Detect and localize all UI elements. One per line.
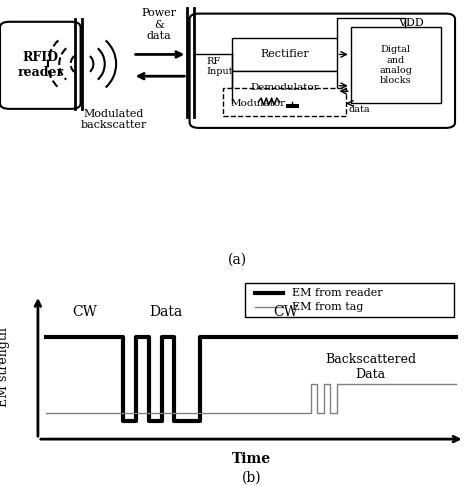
Text: Rectifier: Rectifier bbox=[260, 50, 309, 59]
Text: Backscattered
Data: Backscattered Data bbox=[325, 353, 416, 381]
Text: Time: Time bbox=[232, 451, 271, 466]
Text: (a): (a) bbox=[228, 253, 246, 267]
Text: RFID
reader: RFID reader bbox=[17, 52, 64, 79]
Text: EM from reader: EM from reader bbox=[292, 288, 383, 297]
Text: (b): (b) bbox=[241, 471, 261, 485]
FancyBboxPatch shape bbox=[232, 38, 337, 71]
Text: CW: CW bbox=[273, 305, 298, 319]
Text: RF
Input: RF Input bbox=[206, 57, 233, 76]
Text: VDD: VDD bbox=[399, 17, 424, 28]
FancyBboxPatch shape bbox=[232, 71, 337, 104]
Text: Digtal
and
analog
blocks: Digtal and analog blocks bbox=[379, 45, 412, 86]
Text: Modulated
backscatter: Modulated backscatter bbox=[81, 109, 147, 130]
Text: Data: Data bbox=[149, 305, 182, 319]
FancyBboxPatch shape bbox=[0, 22, 81, 109]
FancyBboxPatch shape bbox=[223, 88, 346, 116]
Text: data: data bbox=[348, 105, 370, 114]
Text: Demodulator: Demodulator bbox=[250, 83, 319, 91]
Bar bbox=[245, 283, 454, 317]
Text: EM strength: EM strength bbox=[0, 327, 10, 407]
Text: CW: CW bbox=[73, 305, 97, 319]
Text: Modulator: Modulator bbox=[231, 99, 286, 108]
Text: EM from tag: EM from tag bbox=[292, 302, 363, 312]
Text: Power
&
data: Power & data bbox=[141, 8, 176, 41]
FancyBboxPatch shape bbox=[351, 27, 441, 104]
FancyBboxPatch shape bbox=[190, 14, 455, 128]
